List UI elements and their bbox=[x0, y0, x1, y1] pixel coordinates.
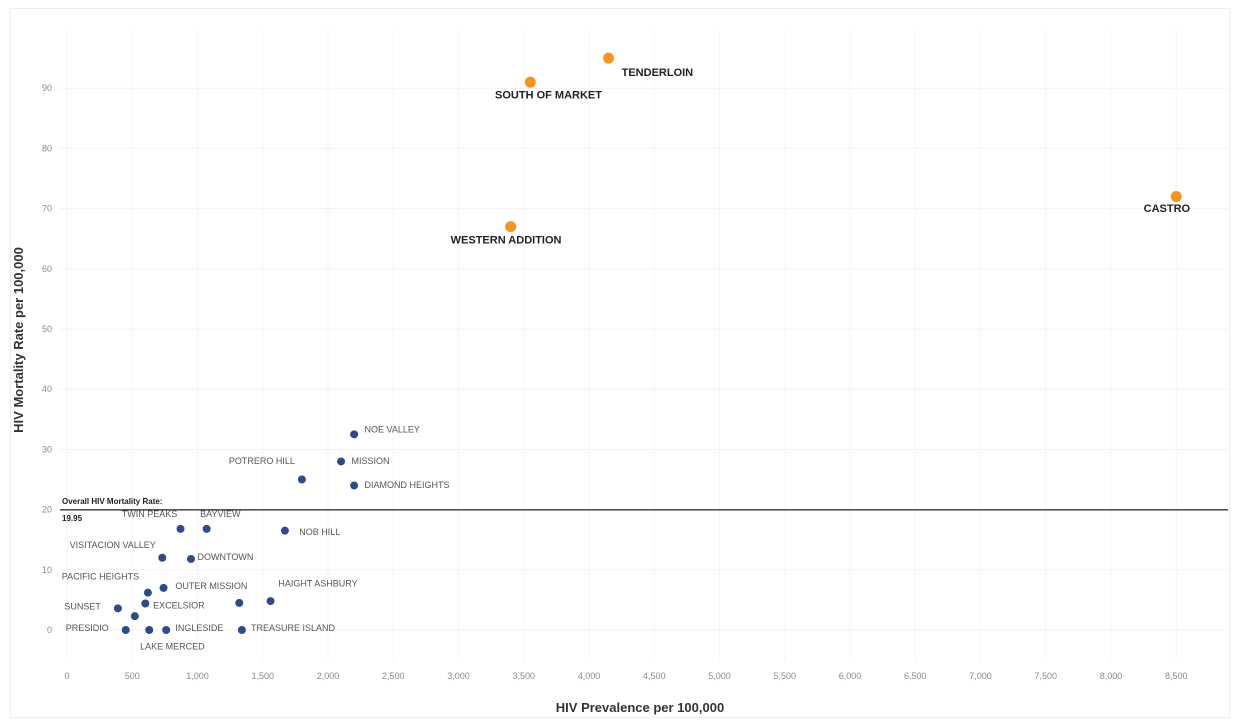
x-tick-label: 500 bbox=[125, 671, 140, 681]
y-tick-label: 70 bbox=[42, 204, 52, 214]
data-point bbox=[280, 526, 289, 535]
x-tick-label: 8,500 bbox=[1165, 671, 1188, 681]
point-label: NOE VALLEY bbox=[365, 425, 420, 435]
point-label: EXCELSIOR bbox=[153, 600, 205, 610]
y-tick-label: 0 bbox=[47, 625, 52, 635]
x-tick-label: 1,500 bbox=[251, 671, 274, 681]
point-label: POTRERO HILL bbox=[229, 456, 295, 466]
point-label: TREASURE ISLAND bbox=[251, 623, 336, 633]
x-tick-label: 2,000 bbox=[317, 671, 340, 681]
x-tick-label: 8,000 bbox=[1100, 671, 1123, 681]
data-point bbox=[159, 583, 168, 592]
point-label: INGLESIDE bbox=[175, 623, 223, 633]
point-labels: TENDERLOIN SOUTH OF MARKET CASTRO WESTERN A… bbox=[62, 67, 1191, 651]
y-tick-label: 90 bbox=[42, 83, 52, 93]
point-label: VISITACION VALLEY bbox=[70, 540, 156, 550]
y-tick-label: 40 bbox=[42, 384, 52, 394]
data-point bbox=[113, 604, 122, 613]
x-tick-label: 4,500 bbox=[643, 671, 666, 681]
grid bbox=[60, 30, 1228, 660]
data-point bbox=[297, 475, 306, 484]
x-tick-label: 6,000 bbox=[839, 671, 862, 681]
y-tick-label: 20 bbox=[42, 505, 52, 515]
x-tick-label: 3,500 bbox=[512, 671, 535, 681]
reference-line-value: 19.95 bbox=[62, 514, 83, 523]
point-label: OUTER MISSION bbox=[175, 581, 247, 591]
data-point bbox=[141, 599, 150, 608]
x-tick-label: 6,500 bbox=[904, 671, 927, 681]
point-label: DOWNTOWN bbox=[198, 552, 254, 562]
point-label: WESTERN ADDITION bbox=[451, 235, 562, 247]
point-label: LAKE MERCED bbox=[140, 641, 205, 651]
data-point bbox=[337, 457, 346, 466]
reference-line-group: Overall HIV Mortality Rate: 19.95 bbox=[60, 497, 1228, 523]
point-label: CASTRO bbox=[1144, 203, 1191, 215]
data-point bbox=[603, 52, 615, 64]
point-label: SOUTH OF MARKET bbox=[495, 89, 602, 101]
data-point bbox=[158, 553, 167, 562]
point-label: NOB HILL bbox=[299, 527, 340, 537]
data-points bbox=[113, 52, 1182, 634]
data-point bbox=[202, 524, 211, 533]
data-point bbox=[145, 626, 154, 634]
x-axis-ticks: 0 500 1,000 1,500 2,000 2,500 3,000 3,500 4,000 4… bbox=[64, 671, 1187, 681]
data-point bbox=[505, 221, 517, 233]
data-point bbox=[237, 626, 246, 634]
reference-line-label: Overall HIV Mortality Rate: bbox=[62, 497, 162, 506]
point-label: MISSION bbox=[351, 456, 389, 466]
chart-frame bbox=[10, 8, 1230, 718]
point-label: HAIGHT ASHBURY bbox=[278, 579, 357, 589]
x-tick-label: 7,000 bbox=[969, 671, 992, 681]
x-tick-label: 3,000 bbox=[447, 671, 470, 681]
data-point bbox=[266, 597, 275, 606]
data-point bbox=[350, 430, 359, 439]
y-axis-ticks: 0 10 20 30 40 50 60 70 80 90 bbox=[42, 83, 52, 635]
y-tick-label: 60 bbox=[42, 264, 52, 274]
data-point bbox=[235, 598, 244, 607]
x-tick-label: 1,000 bbox=[186, 671, 209, 681]
y-tick-label: 80 bbox=[42, 143, 52, 153]
data-point bbox=[143, 588, 152, 597]
x-tick-label: 5,000 bbox=[708, 671, 731, 681]
x-tick-label: 4,000 bbox=[578, 671, 601, 681]
point-label: SUNSET bbox=[64, 602, 101, 612]
y-axis-title: HIV Mortality Rate per 100,000 bbox=[11, 247, 26, 433]
point-label: DIAMOND HEIGHTS bbox=[365, 480, 450, 490]
y-tick-label: 10 bbox=[42, 565, 52, 575]
data-point bbox=[121, 626, 130, 634]
data-point bbox=[186, 554, 195, 563]
x-tick-label: 7,500 bbox=[1034, 671, 1057, 681]
data-point bbox=[176, 524, 185, 533]
x-tick-label: 5,500 bbox=[773, 671, 796, 681]
x-tick-label: 0 bbox=[64, 671, 69, 681]
point-label: BAYVIEW bbox=[200, 509, 241, 519]
y-tick-label: 50 bbox=[42, 324, 52, 334]
point-label: TENDERLOIN bbox=[622, 67, 694, 79]
x-tick-label: 2,500 bbox=[382, 671, 405, 681]
data-point bbox=[162, 626, 171, 634]
data-point bbox=[1170, 191, 1182, 203]
data-point bbox=[350, 481, 359, 490]
y-tick-label: 30 bbox=[42, 444, 52, 454]
data-point bbox=[130, 612, 139, 621]
x-axis-title: HIV Prevalence per 100,000 bbox=[556, 700, 724, 715]
data-point bbox=[524, 76, 536, 88]
point-label: PACIFIC HEIGHTS bbox=[62, 571, 139, 581]
point-label: TWIN PEAKS bbox=[122, 509, 178, 519]
point-label: PRESIDIO bbox=[66, 623, 109, 633]
